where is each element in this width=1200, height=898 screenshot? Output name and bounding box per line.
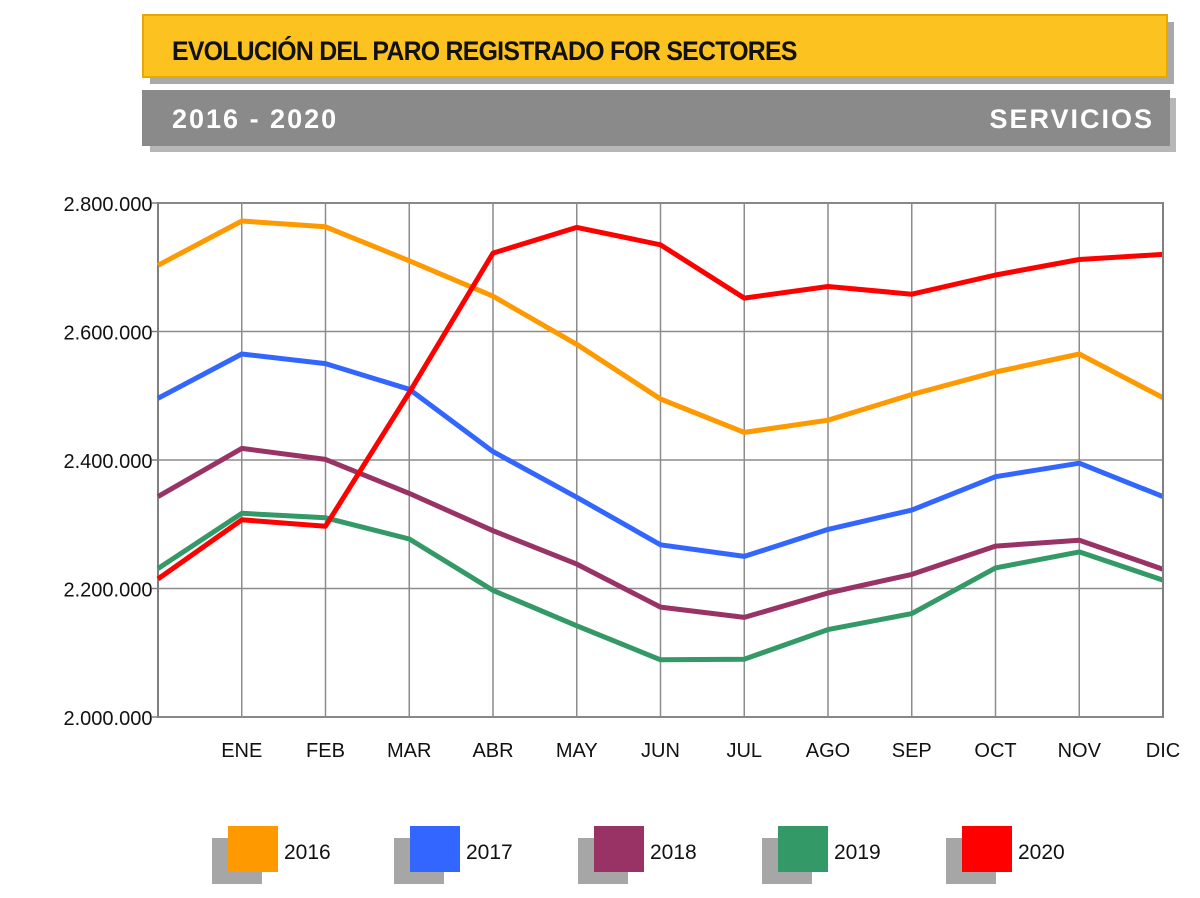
legend-label: 2016	[284, 841, 331, 864]
x-tick-label: ENE	[221, 740, 262, 762]
x-tick-label: MAY	[556, 740, 598, 762]
x-tick-label: AGO	[806, 740, 850, 762]
x-tick-label: JUN	[641, 740, 680, 762]
legend-swatch	[410, 826, 460, 872]
subtitle-bar: 2016 - 2020 SERVICIOS	[142, 90, 1170, 146]
legend-label: 2018	[650, 841, 697, 864]
chart-title: EVOLUCIÓN DEL PARO REGISTRADO FOR SECTOR…	[172, 36, 797, 66]
series-line-2017	[156, 351, 1164, 559]
legend-swatch	[594, 826, 644, 872]
legend-swatch	[228, 826, 278, 872]
legend-swatch	[778, 826, 828, 872]
x-tick-label: NOV	[1058, 740, 1102, 762]
y-tick-label: 2.600.000	[64, 323, 153, 345]
y-tick-label: 2.200.000	[64, 580, 153, 602]
x-tick-label: JUL	[726, 740, 762, 762]
legend-label: 2017	[466, 841, 513, 864]
series-line-2019	[156, 510, 1164, 663]
x-tick-label: DIC	[1146, 740, 1180, 762]
legend-label: 2020	[1018, 841, 1065, 864]
x-tick-label: ABR	[472, 740, 513, 762]
x-tick-label: SEP	[892, 740, 932, 762]
sector-label: SERVICIOS	[989, 104, 1154, 134]
series-line-2016	[156, 218, 1165, 435]
y-tick-label: 2.800.000	[64, 194, 153, 216]
legend-swatch	[962, 826, 1012, 872]
y-tick-label: 2.000.000	[64, 708, 153, 730]
title-bar: EVOLUCIÓN DEL PARO REGISTRADO FOR SECTOR…	[142, 14, 1168, 78]
y-tick-label: 2.400.000	[64, 451, 153, 473]
x-tick-label: MAR	[387, 740, 431, 762]
period-label: 2016 - 2020	[172, 104, 339, 134]
series-line-2018	[156, 445, 1164, 620]
series-line-2020	[156, 224, 1164, 581]
x-tick-label: FEB	[306, 740, 345, 762]
legend-label: 2019	[834, 841, 881, 864]
x-tick-label: OCT	[974, 740, 1016, 762]
